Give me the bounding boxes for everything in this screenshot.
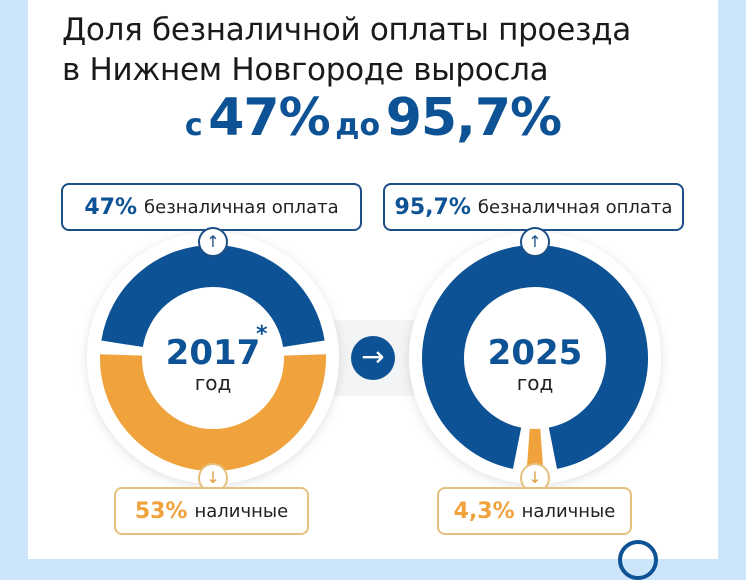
text-2017-cashless: безналичная оплата — [144, 197, 339, 218]
arrow-up-icon: ↑ — [520, 227, 550, 257]
text-2017-cash: наличные — [194, 501, 288, 522]
donut-charts — [0, 0, 746, 559]
value-2017-cashless: 47% — [84, 195, 137, 220]
year-2017: 2017 — [133, 334, 293, 372]
center-2017: 2017 год — [133, 334, 293, 394]
value-2025-cash: 4,3% — [454, 499, 515, 524]
arrow-up-icon: ↑ — [198, 227, 228, 257]
year-label: год — [133, 372, 293, 394]
label-2017-cashless: 47% безналичная оплата — [61, 183, 362, 231]
text-2025-cashless: безналичная оплата — [478, 197, 673, 218]
center-2025: 2025 год — [455, 334, 615, 394]
arrow-right-icon: → — [351, 336, 395, 380]
label-2017-cash: 53% наличные — [114, 487, 309, 535]
value-2025-cashless: 95,7% — [395, 195, 471, 220]
label-2025-cash: 4,3% наличные — [437, 487, 632, 535]
year-2025: 2025 — [455, 334, 615, 372]
value-2017-cash: 53% — [135, 499, 188, 524]
logo-icon — [618, 540, 658, 580]
label-2025-cashless: 95,7% безналичная оплата — [383, 183, 684, 231]
footnote-asterisk: * — [256, 322, 268, 347]
text-2025-cash: наличные — [522, 501, 616, 522]
year-label: год — [455, 372, 615, 394]
